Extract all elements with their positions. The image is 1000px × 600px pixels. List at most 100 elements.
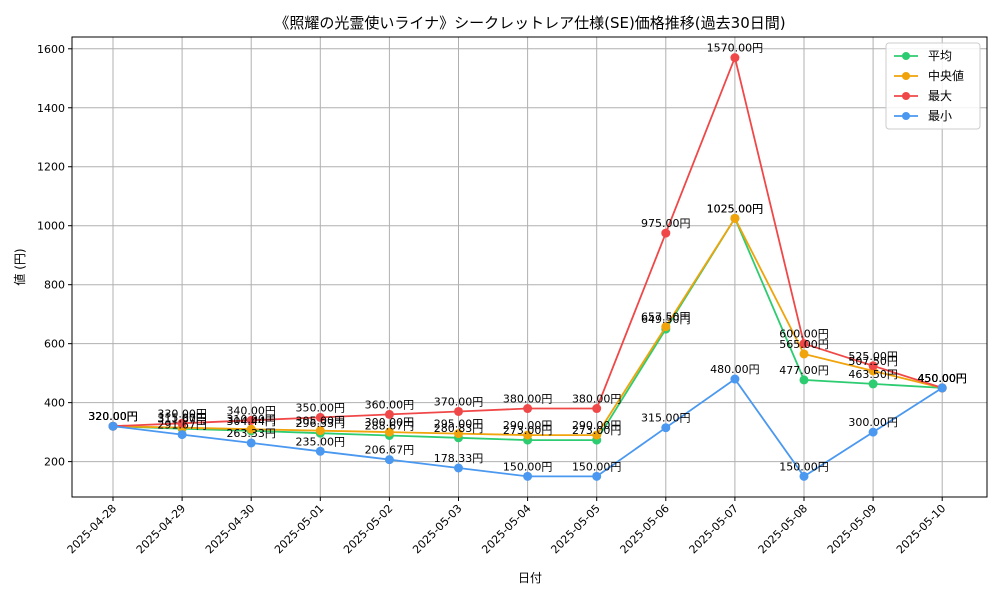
data-point — [523, 404, 533, 414]
y-tick-label: 400 — [44, 397, 65, 410]
data-labels: 320.00円 311.67円 304.44円 296.33円 288.67円 280.8… — [88, 42, 967, 474]
legend-swatch-marker — [902, 52, 910, 60]
data-label: 340.00円 — [226, 404, 276, 417]
x-tick-label: 2025-05-02 — [341, 502, 395, 556]
x-tick-label: 2025-05-09 — [825, 502, 879, 556]
data-label: 380.00円 — [503, 393, 553, 406]
data-label: 304.44円 — [226, 415, 276, 428]
data-point — [799, 471, 809, 481]
x-tick-label: 2025-05-10 — [894, 502, 948, 556]
legend-entry: 中央値 — [928, 68, 964, 83]
data-point — [799, 349, 809, 359]
y-axis-label: 値 (円) — [12, 248, 27, 285]
data-point — [315, 446, 325, 456]
data-label: 273.00円 — [503, 424, 553, 437]
data-point — [108, 421, 118, 431]
legend-entry: 最小 — [928, 109, 952, 123]
x-tick-label: 2025-04-30 — [203, 502, 257, 556]
chart-title: 《照耀の光霊使いライナ》シークレットレア仕様(SE)価格推移(過去30日間) — [274, 14, 785, 32]
data-label: 150.00円 — [779, 460, 829, 473]
x-tick-label: 2025-05-04 — [479, 502, 533, 556]
data-label: 350.00円 — [296, 401, 346, 414]
data-point — [661, 228, 671, 238]
data-label: 295.00円 — [434, 418, 484, 431]
legend-entry: 最大 — [928, 89, 952, 103]
data-label: 450.00円 — [917, 372, 967, 385]
y-tick-label: 1200 — [37, 161, 65, 174]
data-point — [315, 426, 325, 436]
data-point — [315, 412, 325, 422]
data-label: 975.00円 — [641, 217, 691, 230]
x-tick-label: 2025-05-08 — [756, 502, 810, 556]
data-label: 320.00円 — [88, 410, 138, 423]
data-label: 315.00円 — [641, 412, 691, 425]
data-label: 311.67円 — [157, 413, 207, 426]
data-point — [592, 430, 602, 440]
x-tick-label: 2025-04-28 — [65, 502, 119, 556]
data-label: 525.00円 — [848, 350, 898, 363]
data-label: 657.50円 — [641, 311, 691, 324]
x-tick-label: 2025-05-06 — [618, 502, 672, 556]
data-point — [384, 455, 394, 465]
data-label: 150.00円 — [503, 460, 553, 473]
y-tick-label: 600 — [44, 338, 65, 351]
data-point — [592, 471, 602, 481]
data-point — [177, 430, 187, 440]
data-point — [868, 379, 878, 389]
data-point — [661, 322, 671, 332]
legend-swatch-marker — [902, 112, 910, 120]
data-label: 280.83円 — [434, 422, 484, 435]
legend-box — [885, 42, 981, 130]
data-label: 288.67円 — [365, 419, 415, 432]
data-point — [799, 375, 809, 385]
data-label: 291.67円 — [157, 419, 207, 432]
data-point — [454, 463, 463, 473]
y-tick-label: 1000 — [37, 220, 65, 233]
data-label: 380.00円 — [572, 393, 622, 406]
data-label: 235.00円 — [296, 435, 346, 448]
data-label: 600.00円 — [779, 328, 829, 341]
x-tick-label: 2025-04-29 — [134, 502, 188, 556]
data-label: 263.33円 — [226, 427, 276, 440]
data-label: 360.00円 — [365, 398, 415, 411]
data-point — [868, 361, 878, 371]
data-label: 477.00円 — [779, 364, 829, 377]
x-tick-label: 2025-05-01 — [272, 502, 326, 556]
x-tick-label: 2025-05-07 — [687, 502, 741, 556]
x-axis-ticks: 2025-04-28 2025-04-29 2025-04-30 2025-05-01… — [65, 497, 948, 556]
data-label: 290.00円 — [503, 419, 553, 432]
data-point — [937, 383, 947, 393]
data-label: 1025.00円 — [707, 202, 764, 215]
legend-swatch-marker — [902, 92, 910, 100]
data-point — [246, 415, 256, 425]
data-label: 290.00円 — [572, 419, 622, 432]
data-label: 300.00円 — [365, 416, 415, 429]
series-layer — [108, 53, 947, 481]
data-label: 305.00円 — [296, 415, 346, 428]
y-tick-label: 800 — [44, 279, 65, 292]
data-label: 507.50円 — [848, 355, 898, 368]
data-label: 296.33円 — [296, 417, 346, 430]
data-label: 330.00円 — [157, 407, 207, 420]
data-label: 273.00円 — [572, 424, 622, 437]
data-label: 320.00円 — [88, 410, 138, 423]
data-label: 480.00円 — [710, 363, 760, 376]
data-label: 178.33円 — [434, 452, 484, 465]
data-point — [177, 418, 187, 428]
data-label: 450.00円 — [917, 372, 967, 385]
data-point — [454, 406, 463, 416]
data-label: 206.67円 — [365, 444, 415, 457]
data-label: 300.00円 — [848, 416, 898, 429]
data-label: 320.00円 — [88, 410, 138, 423]
x-tick-label: 2025-05-03 — [410, 502, 464, 556]
x-axis-label: 日付 — [518, 571, 542, 585]
series-group — [108, 374, 947, 481]
x-tick-label: 2025-05-05 — [548, 502, 602, 556]
data-label: 565.00円 — [779, 338, 829, 351]
grid — [72, 37, 987, 497]
y-axis-ticks: 200 400 600 800 1000 1200 1400 1600 — [37, 43, 72, 469]
data-point — [523, 471, 533, 481]
data-point — [730, 53, 740, 63]
